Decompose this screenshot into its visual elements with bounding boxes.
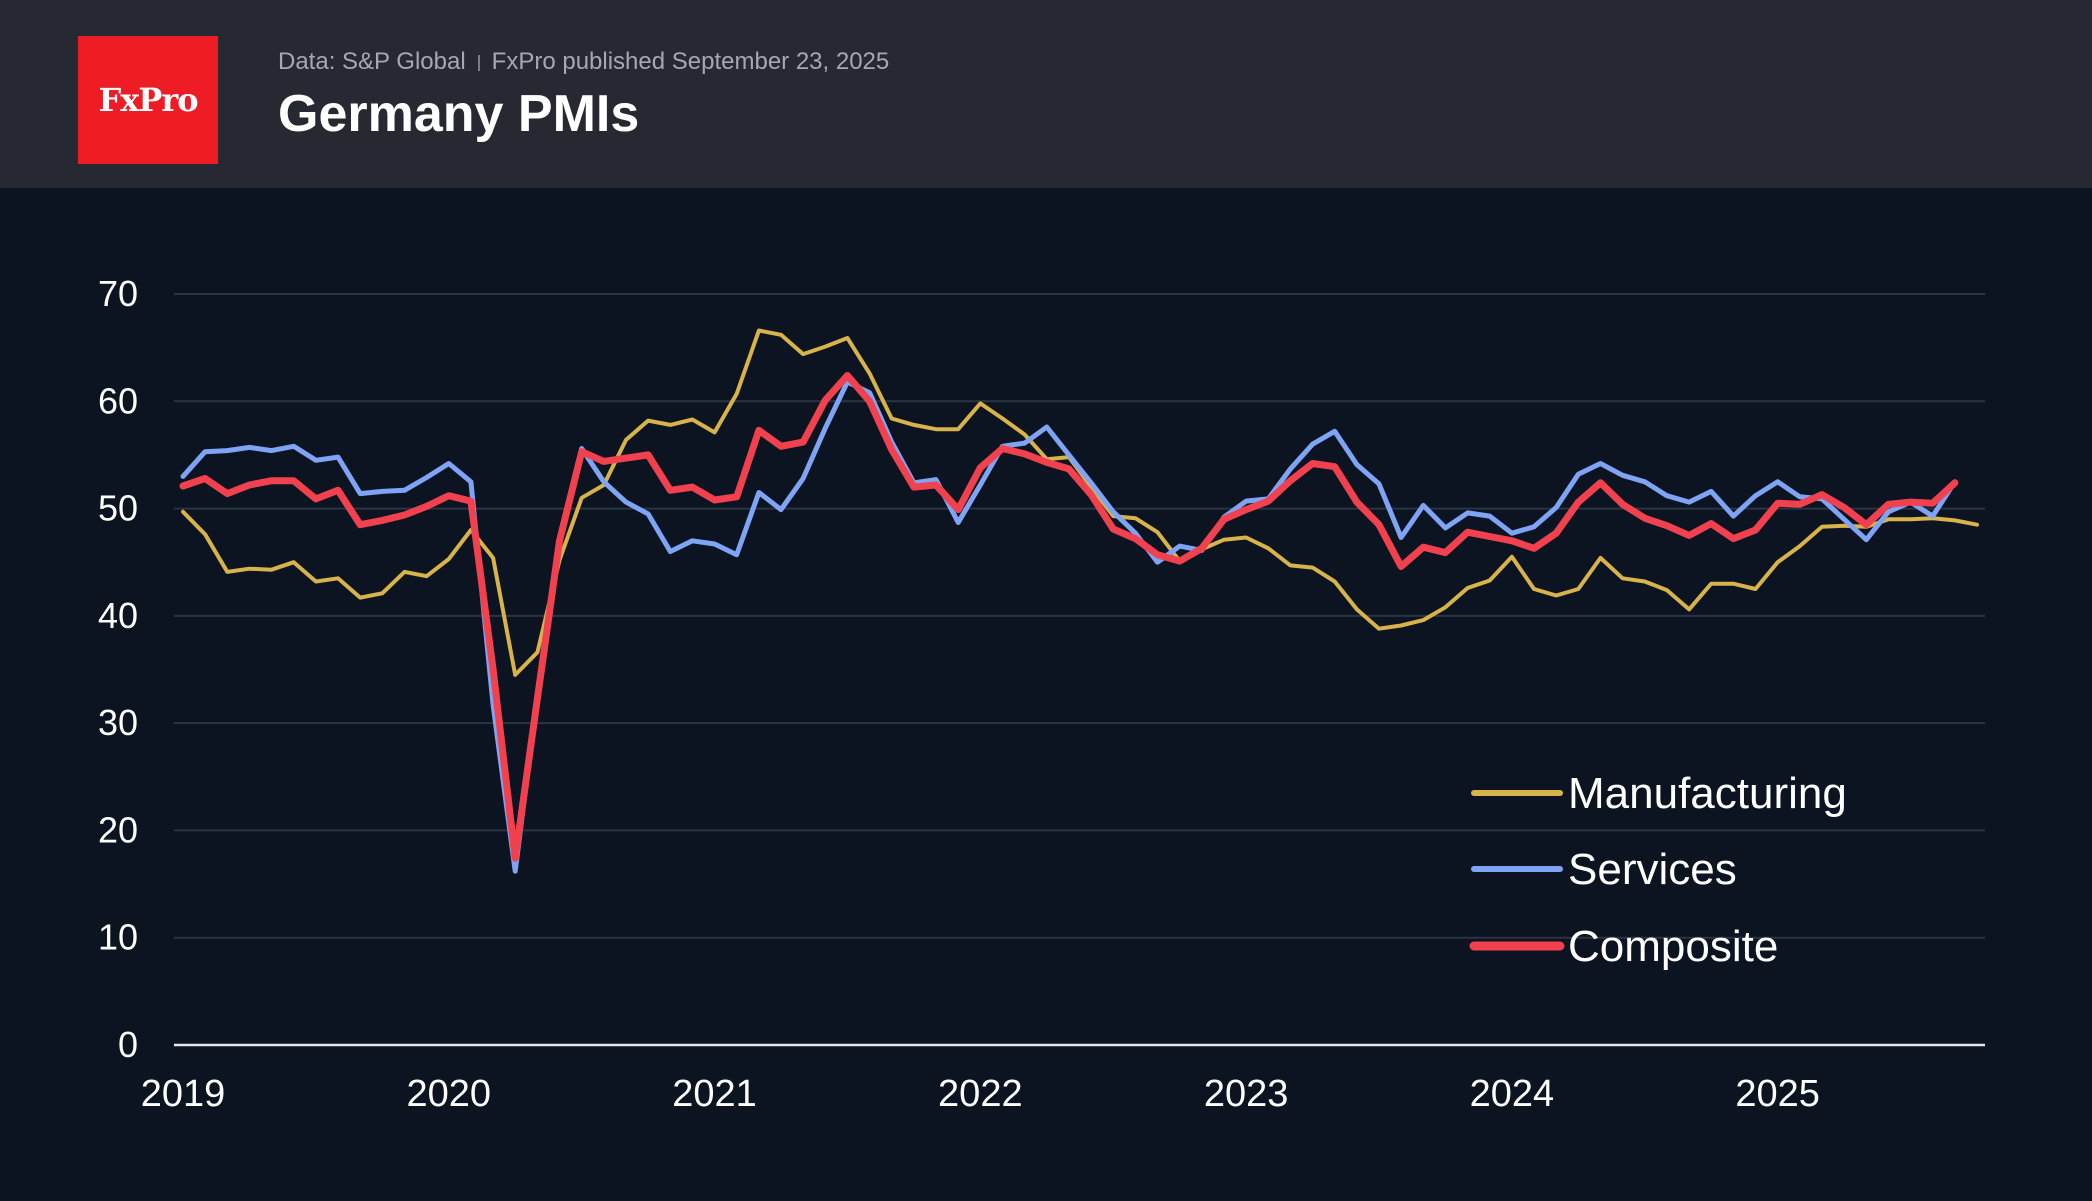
x-tick-label: 2019	[141, 1073, 226, 1115]
header-bar: FxPro Data: S&P Global FxPro published Se…	[0, 0, 2092, 188]
y-tick-label: 60	[98, 380, 138, 421]
y-tick-label: 70	[98, 273, 138, 314]
series-line-manufacturing	[181, 328, 1979, 677]
data-source-text: Data: S&P Global	[278, 48, 466, 75]
chart-source-line: Data: S&P Global FxPro published Septembe…	[278, 48, 889, 76]
y-tick-label: 50	[98, 488, 138, 529]
x-tick-label: 2020	[407, 1073, 492, 1115]
x-tick-label: 2022	[938, 1073, 1023, 1115]
x-tick-label: 2025	[1735, 1073, 1820, 1115]
y-tick-label: 30	[98, 702, 138, 743]
legend-label-manufacturing: Manufacturing	[1568, 769, 1847, 818]
y-tick-label: 0	[118, 1024, 138, 1065]
published-date-text: FxPro published September 23, 2025	[491, 48, 890, 75]
pmi-line-chart: 0 10 20 30 40 50 60 70 2019 2020 2021 2022 2023 2024 2…	[98, 273, 1985, 1115]
legend-label-composite: Composite	[1568, 922, 1778, 971]
y-tick-label: 20	[98, 809, 138, 850]
legend-label-services: Services	[1568, 845, 1737, 894]
chart-area: 0 10 20 30 40 50 60 70 2019 2020 2021 2022 2023 2024 2…	[0, 188, 2092, 1196]
x-tick-label: 2024	[1470, 1073, 1555, 1115]
y-tick-label: 40	[98, 595, 138, 636]
y-tick-label: 10	[98, 917, 138, 958]
x-tick-label: 2023	[1204, 1073, 1289, 1115]
x-tick-label: 2021	[672, 1073, 757, 1115]
separator-divider	[477, 54, 480, 71]
page-title: Germany PMIs	[278, 85, 640, 143]
fxpro-logo: FxPro	[78, 36, 218, 164]
series-line-composite	[179, 372, 1959, 862]
